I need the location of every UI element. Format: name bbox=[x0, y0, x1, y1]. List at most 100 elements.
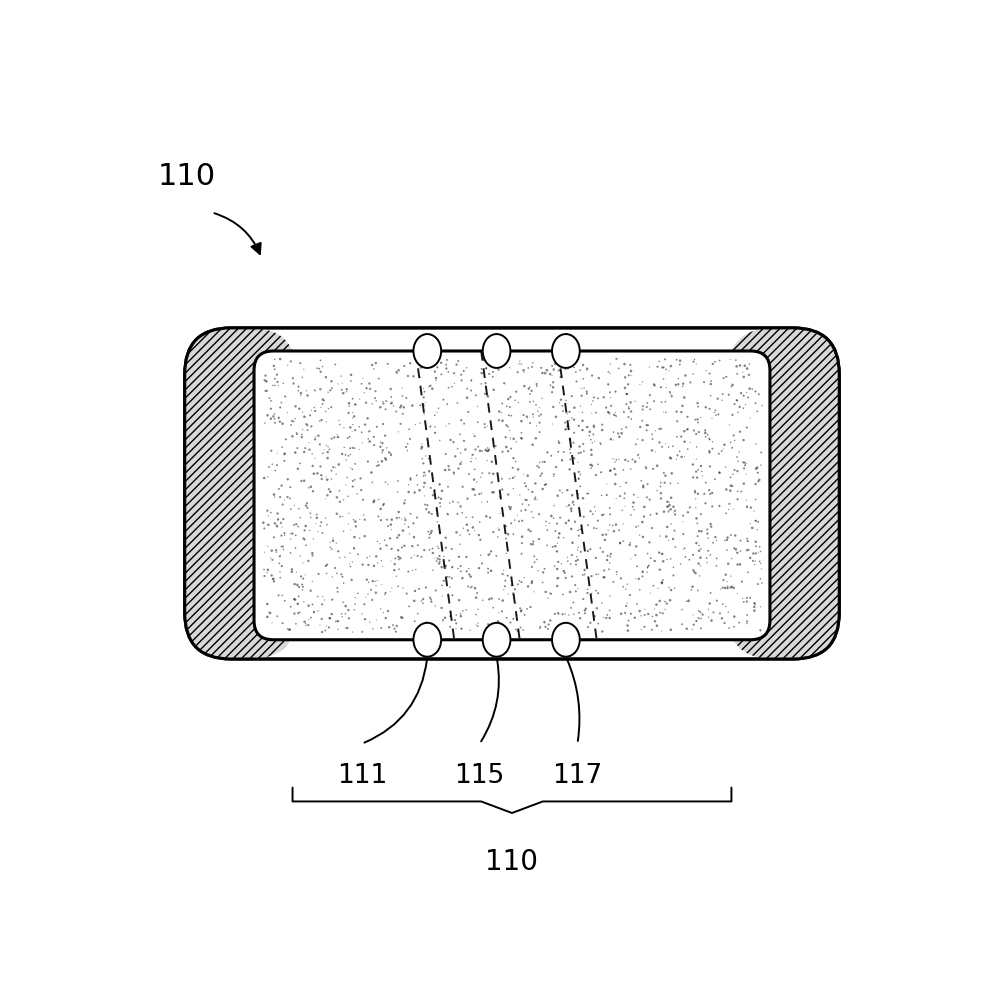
Point bbox=[280, 621, 296, 637]
Point bbox=[513, 546, 529, 562]
Point bbox=[747, 383, 763, 399]
Point bbox=[352, 419, 368, 435]
Point bbox=[639, 564, 655, 580]
Point bbox=[747, 534, 763, 550]
Point bbox=[596, 569, 612, 585]
Point bbox=[608, 564, 624, 580]
Point bbox=[260, 503, 276, 519]
Point bbox=[552, 369, 568, 385]
Point bbox=[617, 452, 633, 468]
Point bbox=[513, 602, 529, 618]
Point bbox=[364, 475, 380, 491]
Point bbox=[554, 452, 570, 468]
Point bbox=[273, 515, 289, 531]
Point bbox=[267, 415, 283, 431]
Point bbox=[344, 572, 360, 588]
Point bbox=[429, 553, 445, 569]
Point bbox=[329, 535, 345, 551]
Point bbox=[275, 615, 291, 631]
Point bbox=[432, 476, 448, 492]
Point bbox=[300, 422, 316, 438]
Point bbox=[285, 526, 301, 542]
Point bbox=[352, 511, 368, 527]
Point bbox=[346, 512, 362, 528]
Point bbox=[749, 522, 765, 538]
Point bbox=[469, 474, 485, 490]
Point bbox=[479, 508, 495, 524]
Point bbox=[576, 602, 592, 618]
Point bbox=[345, 479, 361, 495]
Point bbox=[341, 395, 357, 411]
Point bbox=[615, 462, 631, 478]
Point bbox=[512, 620, 528, 636]
Point bbox=[265, 378, 281, 394]
Point bbox=[599, 548, 615, 564]
Point bbox=[666, 580, 682, 596]
Point bbox=[277, 445, 293, 461]
Point bbox=[601, 555, 617, 571]
Point bbox=[685, 457, 701, 473]
Point bbox=[745, 553, 761, 569]
Point bbox=[297, 522, 313, 538]
Point bbox=[651, 434, 667, 450]
Point bbox=[474, 361, 490, 377]
Point bbox=[562, 441, 578, 457]
Point bbox=[704, 485, 720, 501]
Point bbox=[454, 372, 470, 388]
Point bbox=[652, 478, 668, 494]
Point bbox=[423, 592, 439, 608]
Point bbox=[570, 445, 586, 461]
Point bbox=[473, 469, 489, 485]
Point bbox=[330, 613, 346, 629]
Point bbox=[298, 518, 314, 534]
Point bbox=[303, 583, 319, 599]
Point bbox=[389, 404, 405, 420]
Point bbox=[544, 384, 560, 400]
Point bbox=[389, 510, 405, 526]
Point bbox=[752, 571, 768, 587]
Point bbox=[606, 523, 622, 539]
Point bbox=[516, 607, 532, 623]
Point bbox=[674, 398, 690, 414]
Point bbox=[423, 378, 439, 394]
Point bbox=[479, 361, 495, 377]
Point bbox=[687, 483, 703, 499]
Point bbox=[319, 618, 335, 634]
Point bbox=[651, 421, 667, 437]
Point bbox=[375, 497, 391, 513]
Point bbox=[263, 550, 279, 566]
Point bbox=[311, 428, 327, 444]
Point bbox=[689, 528, 705, 544]
Point bbox=[402, 526, 418, 542]
Point bbox=[613, 421, 629, 437]
Point bbox=[474, 365, 490, 381]
Point bbox=[631, 582, 647, 598]
Point bbox=[347, 397, 363, 413]
Point bbox=[354, 376, 370, 392]
Point bbox=[549, 535, 565, 551]
Point bbox=[665, 531, 681, 547]
Point bbox=[679, 409, 695, 425]
Point bbox=[392, 510, 408, 526]
Point bbox=[606, 461, 622, 477]
Point bbox=[481, 442, 497, 458]
Point bbox=[674, 616, 690, 632]
Point bbox=[362, 376, 378, 392]
Point bbox=[471, 601, 487, 617]
Point bbox=[646, 376, 662, 392]
Point bbox=[513, 535, 529, 551]
Point bbox=[379, 393, 395, 409]
Point bbox=[571, 439, 587, 455]
Point bbox=[383, 553, 399, 569]
Point bbox=[343, 460, 359, 476]
Point bbox=[668, 451, 684, 467]
Point bbox=[325, 569, 341, 585]
Point bbox=[687, 485, 703, 501]
Point bbox=[413, 360, 429, 376]
Point bbox=[688, 426, 704, 442]
Point bbox=[325, 592, 341, 608]
Point bbox=[565, 606, 581, 622]
Point bbox=[427, 364, 443, 380]
Point bbox=[310, 588, 326, 604]
Point bbox=[380, 476, 396, 492]
